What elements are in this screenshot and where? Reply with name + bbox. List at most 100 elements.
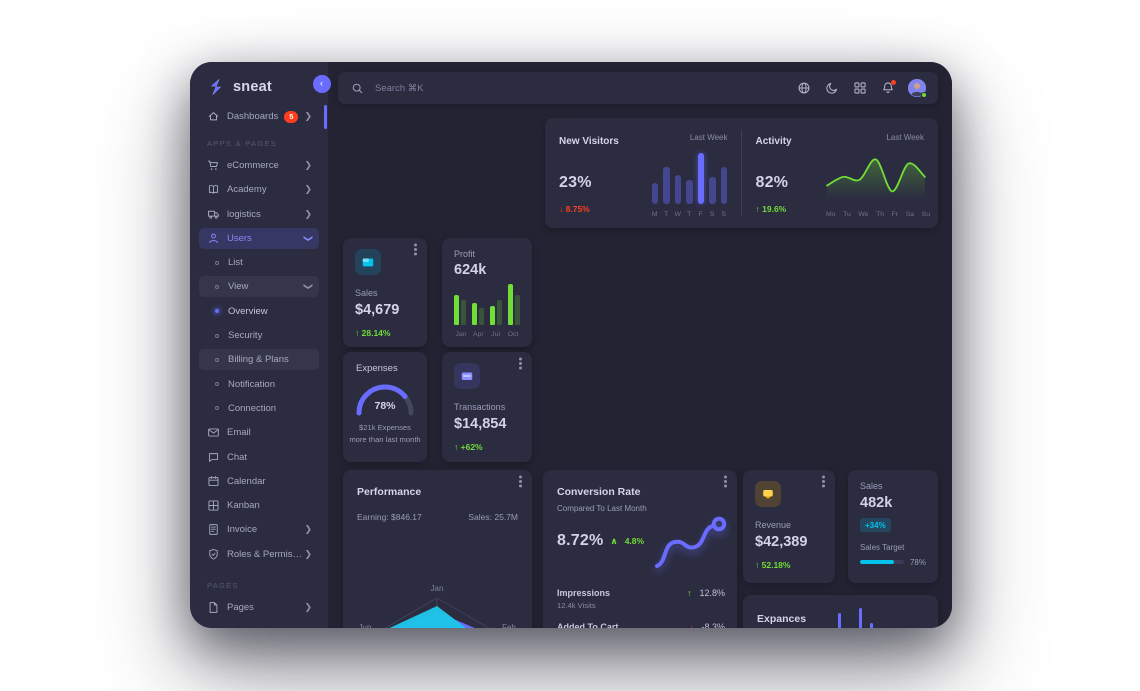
- invoice-icon: [207, 523, 220, 536]
- profit-axis-labels: Jan Apr Jul Oct: [454, 331, 520, 338]
- radar-series-cyan: [389, 606, 466, 628]
- activity-delta: ↑ 19.6%: [755, 204, 787, 214]
- dashboards-badge: 5: [284, 110, 299, 123]
- sidebar-item-view[interactable]: View ❯: [199, 276, 319, 298]
- more-vertical-icon[interactable]: [414, 248, 417, 251]
- conversion-value-row: 8.72% ∧ 4.8%: [557, 532, 644, 550]
- section-label-apps-pages: APPS & PAGES: [207, 139, 278, 148]
- globe-icon[interactable]: [796, 81, 811, 96]
- sidebar-item-calendar[interactable]: Calendar: [199, 471, 319, 492]
- arrow-up-icon: ↑: [454, 442, 461, 452]
- arrow-up-icon: ↑: [755, 560, 762, 570]
- sidebar-menu: Dashboards 5 ❯ APPS & PAGES eCommerce ❯ …: [190, 100, 328, 618]
- conversion-value: 8.72%: [557, 532, 604, 549]
- sidebar-item-invoice[interactable]: Invoice ❯: [199, 519, 319, 540]
- axis-label: T: [664, 211, 669, 218]
- stat-label: Profit: [454, 249, 476, 259]
- axis-label: Jan: [455, 331, 467, 338]
- sidebar-item-security[interactable]: Security: [199, 325, 319, 346]
- bar: [686, 180, 693, 204]
- mail-icon: [207, 426, 220, 439]
- sidebar-scrollbar[interactable]: [324, 105, 327, 129]
- sidebar-item-list[interactable]: List: [199, 252, 319, 273]
- line-endpoint-ring: [711, 516, 727, 532]
- sidebar-item-dashboards[interactable]: Dashboards 5 ❯: [199, 106, 319, 127]
- bullet-icon: [215, 382, 219, 387]
- axis-label: Sa: [905, 211, 915, 218]
- more-vertical-icon[interactable]: [519, 480, 522, 483]
- chevron-down-icon: ❯: [303, 234, 314, 243]
- radar-label-jun: Jun: [359, 623, 372, 628]
- card-title: New Visitors: [559, 136, 619, 147]
- section-label-pages: PAGES: [207, 580, 239, 590]
- sales-target-label: Sales Target: [860, 542, 905, 552]
- bell-icon[interactable]: [880, 79, 896, 96]
- sales-label: Sales: 25.7M: [468, 512, 518, 522]
- sidebar-item-billing-plans[interactable]: Billing & Plans: [199, 349, 319, 371]
- grid-icon[interactable]: [852, 81, 867, 96]
- axis-label: Th: [876, 211, 885, 218]
- user-icon: [207, 232, 220, 245]
- expenses-card: Expenses 78% $21k Expenses more than las…: [343, 352, 427, 462]
- conversion-delta: 4.8%: [624, 536, 645, 546]
- performance-stats: Earning: $846.17 Sales: 25.7M: [357, 512, 518, 522]
- earning-label: Earning: $846.17: [357, 512, 422, 522]
- expances-bar-chart: [838, 607, 898, 628]
- bar: [651, 183, 658, 204]
- sidebar-item-overview[interactable]: Overview: [199, 301, 319, 322]
- visitors-delta: ↓ 8.75%: [559, 204, 590, 214]
- sidebar-item-logistics[interactable]: logistics ❯: [199, 204, 319, 225]
- more-vertical-icon[interactable]: [519, 362, 522, 365]
- axis-label: Tu: [843, 211, 851, 218]
- card-icon: [755, 481, 781, 507]
- stat-label: Sales: [860, 481, 883, 491]
- search-input[interactable]: [373, 81, 573, 95]
- bar: [479, 308, 484, 325]
- activity-line-chart: [826, 158, 926, 199]
- more-vertical-icon[interactable]: [822, 480, 825, 483]
- axis-label: Jul: [491, 331, 500, 338]
- bar: [461, 300, 466, 325]
- sidebar-item-label: eCommerce: [227, 160, 279, 171]
- cart-icon: [207, 159, 220, 172]
- kanban-icon: [207, 499, 220, 512]
- main-content: New Visitors Last Week 23% ↓ 8.75% MTWTF…: [328, 62, 952, 628]
- sidebar-item-ecommerce[interactable]: eCommerce ❯: [199, 155, 319, 176]
- sidebar-item-email[interactable]: Email: [199, 422, 319, 443]
- sidebar-item-pages[interactable]: Pages ❯: [199, 597, 319, 618]
- brand-name: sneat: [233, 79, 272, 95]
- chevron-right-icon: ❯: [304, 111, 312, 121]
- transactions-card: Transactions $14,854 ↑ +62%: [442, 352, 532, 462]
- card-subtitle: Compared To Last Month: [557, 504, 647, 513]
- arrow-down-icon: ↓: [559, 204, 566, 214]
- visitors-value: 23%: [559, 174, 592, 191]
- arrow-up-icon: ↑: [755, 204, 763, 214]
- card-title: Expances: [757, 613, 807, 625]
- avatar[interactable]: [908, 79, 927, 98]
- sidebar-item-label: Security: [228, 330, 263, 342]
- profit-card: Profit 624k Jan Apr Jul Oct: [442, 238, 532, 347]
- sidebar-item-chat[interactable]: Chat: [199, 447, 319, 468]
- brand[interactable]: sneat: [190, 62, 328, 100]
- card-title: Activity: [755, 136, 792, 147]
- chevron-right-icon: ❯: [304, 160, 312, 170]
- axis-label: W: [674, 211, 681, 218]
- sidebar-item-academy[interactable]: Academy ❯: [199, 179, 319, 200]
- sidebar-item-roles-permissions[interactable]: Roles & Permiss... ❯: [199, 544, 319, 565]
- axis-label: F: [698, 211, 703, 218]
- sidebar-item-kanban[interactable]: Kanban: [199, 495, 319, 516]
- divider: [741, 130, 742, 216]
- sidebar-collapse-button[interactable]: ‹: [313, 75, 331, 93]
- sidebar-item-notification[interactable]: Notification: [199, 374, 319, 395]
- sidebar-item-label: Users: [227, 232, 252, 244]
- more-vertical-icon[interactable]: [724, 480, 727, 483]
- activity-panel: Activity Last Week 82% ↑ 19.6% Mo Tu We Th F…: [742, 118, 939, 228]
- moon-icon[interactable]: [824, 81, 839, 96]
- axis-label: M: [651, 211, 658, 218]
- sidebar-item-users[interactable]: Users ❯: [199, 227, 319, 249]
- sidebar-item-label: Chat: [227, 451, 248, 463]
- sidebar-item-connection[interactable]: Connection: [199, 398, 319, 419]
- calendar-icon: [207, 475, 220, 488]
